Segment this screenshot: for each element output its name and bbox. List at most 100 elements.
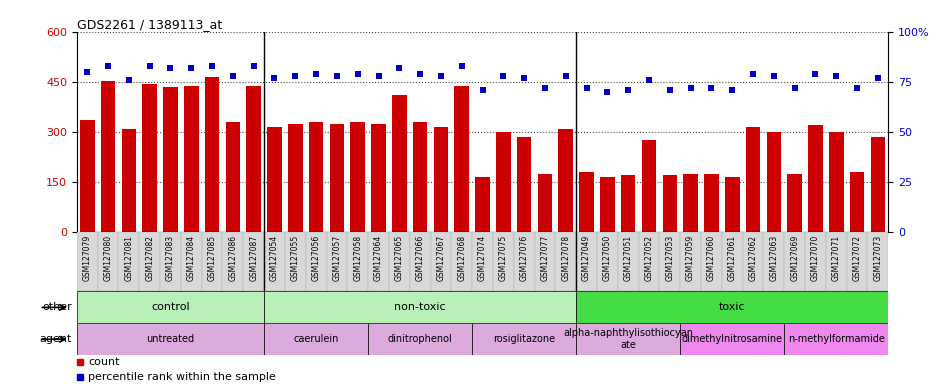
Bar	[745, 127, 759, 232]
Bar	[849, 172, 863, 232]
Bar	[662, 175, 677, 232]
Text: GSM127076: GSM127076	[519, 235, 528, 281]
Bar	[118, 232, 139, 291]
Text: GSM127054: GSM127054	[270, 235, 279, 281]
Point	[849, 85, 864, 91]
Text: GSM127072: GSM127072	[852, 235, 860, 281]
Point	[329, 73, 344, 79]
Bar	[309, 122, 323, 232]
Bar	[721, 232, 742, 291]
Point	[703, 85, 718, 91]
Bar	[409, 232, 430, 291]
Text: GSM127066: GSM127066	[416, 235, 424, 281]
Point	[371, 73, 386, 79]
Bar	[537, 174, 551, 232]
Bar	[495, 132, 510, 232]
Point	[267, 75, 282, 81]
Bar	[391, 96, 406, 232]
Bar	[513, 232, 534, 291]
Point	[516, 75, 531, 81]
Text: agent: agent	[39, 334, 72, 344]
Bar	[766, 132, 781, 232]
Bar	[617, 232, 638, 291]
Point	[558, 73, 573, 79]
Bar	[433, 127, 447, 232]
Text: GSM127082: GSM127082	[145, 235, 154, 281]
Bar	[160, 232, 181, 291]
Bar	[101, 81, 115, 232]
Text: GSM127086: GSM127086	[228, 235, 237, 281]
Bar	[97, 232, 118, 291]
Bar	[413, 122, 427, 232]
Text: GSM127063: GSM127063	[768, 235, 778, 281]
Point	[142, 63, 157, 69]
Point	[263, 182, 278, 189]
Point	[766, 73, 781, 79]
Point	[599, 89, 614, 95]
Bar	[226, 122, 240, 232]
Bar	[222, 232, 243, 291]
Bar	[472, 323, 576, 355]
Bar	[246, 86, 261, 232]
Text: untreated: untreated	[146, 334, 195, 344]
Bar	[846, 232, 867, 291]
Text: GSM127067: GSM127067	[436, 235, 445, 281]
Point	[80, 69, 95, 75]
Bar	[368, 323, 472, 355]
Bar	[870, 137, 885, 232]
Point	[391, 65, 406, 71]
Bar	[181, 232, 201, 291]
Text: GSM127056: GSM127056	[312, 235, 320, 281]
Point	[620, 87, 635, 93]
Bar	[804, 232, 825, 291]
Bar	[451, 232, 472, 291]
Bar	[596, 232, 617, 291]
Text: GSM127052: GSM127052	[644, 235, 652, 281]
Bar	[430, 232, 451, 291]
Point	[287, 73, 302, 79]
Text: GSM127073: GSM127073	[872, 235, 882, 281]
Bar	[287, 124, 302, 232]
Bar	[264, 323, 368, 355]
Bar	[621, 175, 635, 232]
Bar	[368, 232, 388, 291]
Text: GSM127074: GSM127074	[477, 235, 487, 281]
Text: GSM127080: GSM127080	[104, 235, 112, 281]
Text: count: count	[88, 357, 120, 367]
Text: GSM127071: GSM127071	[831, 235, 840, 281]
Bar	[205, 77, 219, 232]
Text: other: other	[42, 302, 72, 313]
Text: GDS2261 / 1389113_at: GDS2261 / 1389113_at	[77, 18, 222, 31]
Text: GSM127075: GSM127075	[498, 235, 507, 281]
Point	[412, 71, 427, 77]
Bar	[534, 232, 555, 291]
Text: percentile rank within the sample: percentile rank within the sample	[88, 372, 276, 382]
Bar	[492, 232, 513, 291]
Text: GSM127081: GSM127081	[124, 235, 133, 281]
Point	[308, 71, 323, 77]
Bar	[659, 232, 680, 291]
Bar	[285, 232, 305, 291]
Bar	[142, 84, 156, 232]
Bar	[555, 232, 576, 291]
Bar	[264, 291, 576, 323]
Bar	[122, 129, 136, 232]
Text: GSM127062: GSM127062	[748, 235, 756, 281]
Bar	[724, 177, 739, 232]
Bar	[347, 232, 368, 291]
Bar	[264, 232, 285, 291]
Text: GSM127070: GSM127070	[810, 235, 819, 281]
Text: GSM127055: GSM127055	[290, 235, 300, 281]
Bar	[201, 232, 222, 291]
Point	[350, 71, 365, 77]
Point	[226, 73, 241, 79]
Bar	[77, 232, 97, 291]
Text: control: control	[151, 302, 190, 313]
Point	[870, 75, 885, 81]
Text: GSM127069: GSM127069	[789, 235, 798, 281]
Bar	[808, 126, 822, 232]
Point	[786, 85, 801, 91]
Bar	[576, 232, 596, 291]
Text: GSM127059: GSM127059	[685, 235, 695, 281]
Point	[682, 85, 697, 91]
